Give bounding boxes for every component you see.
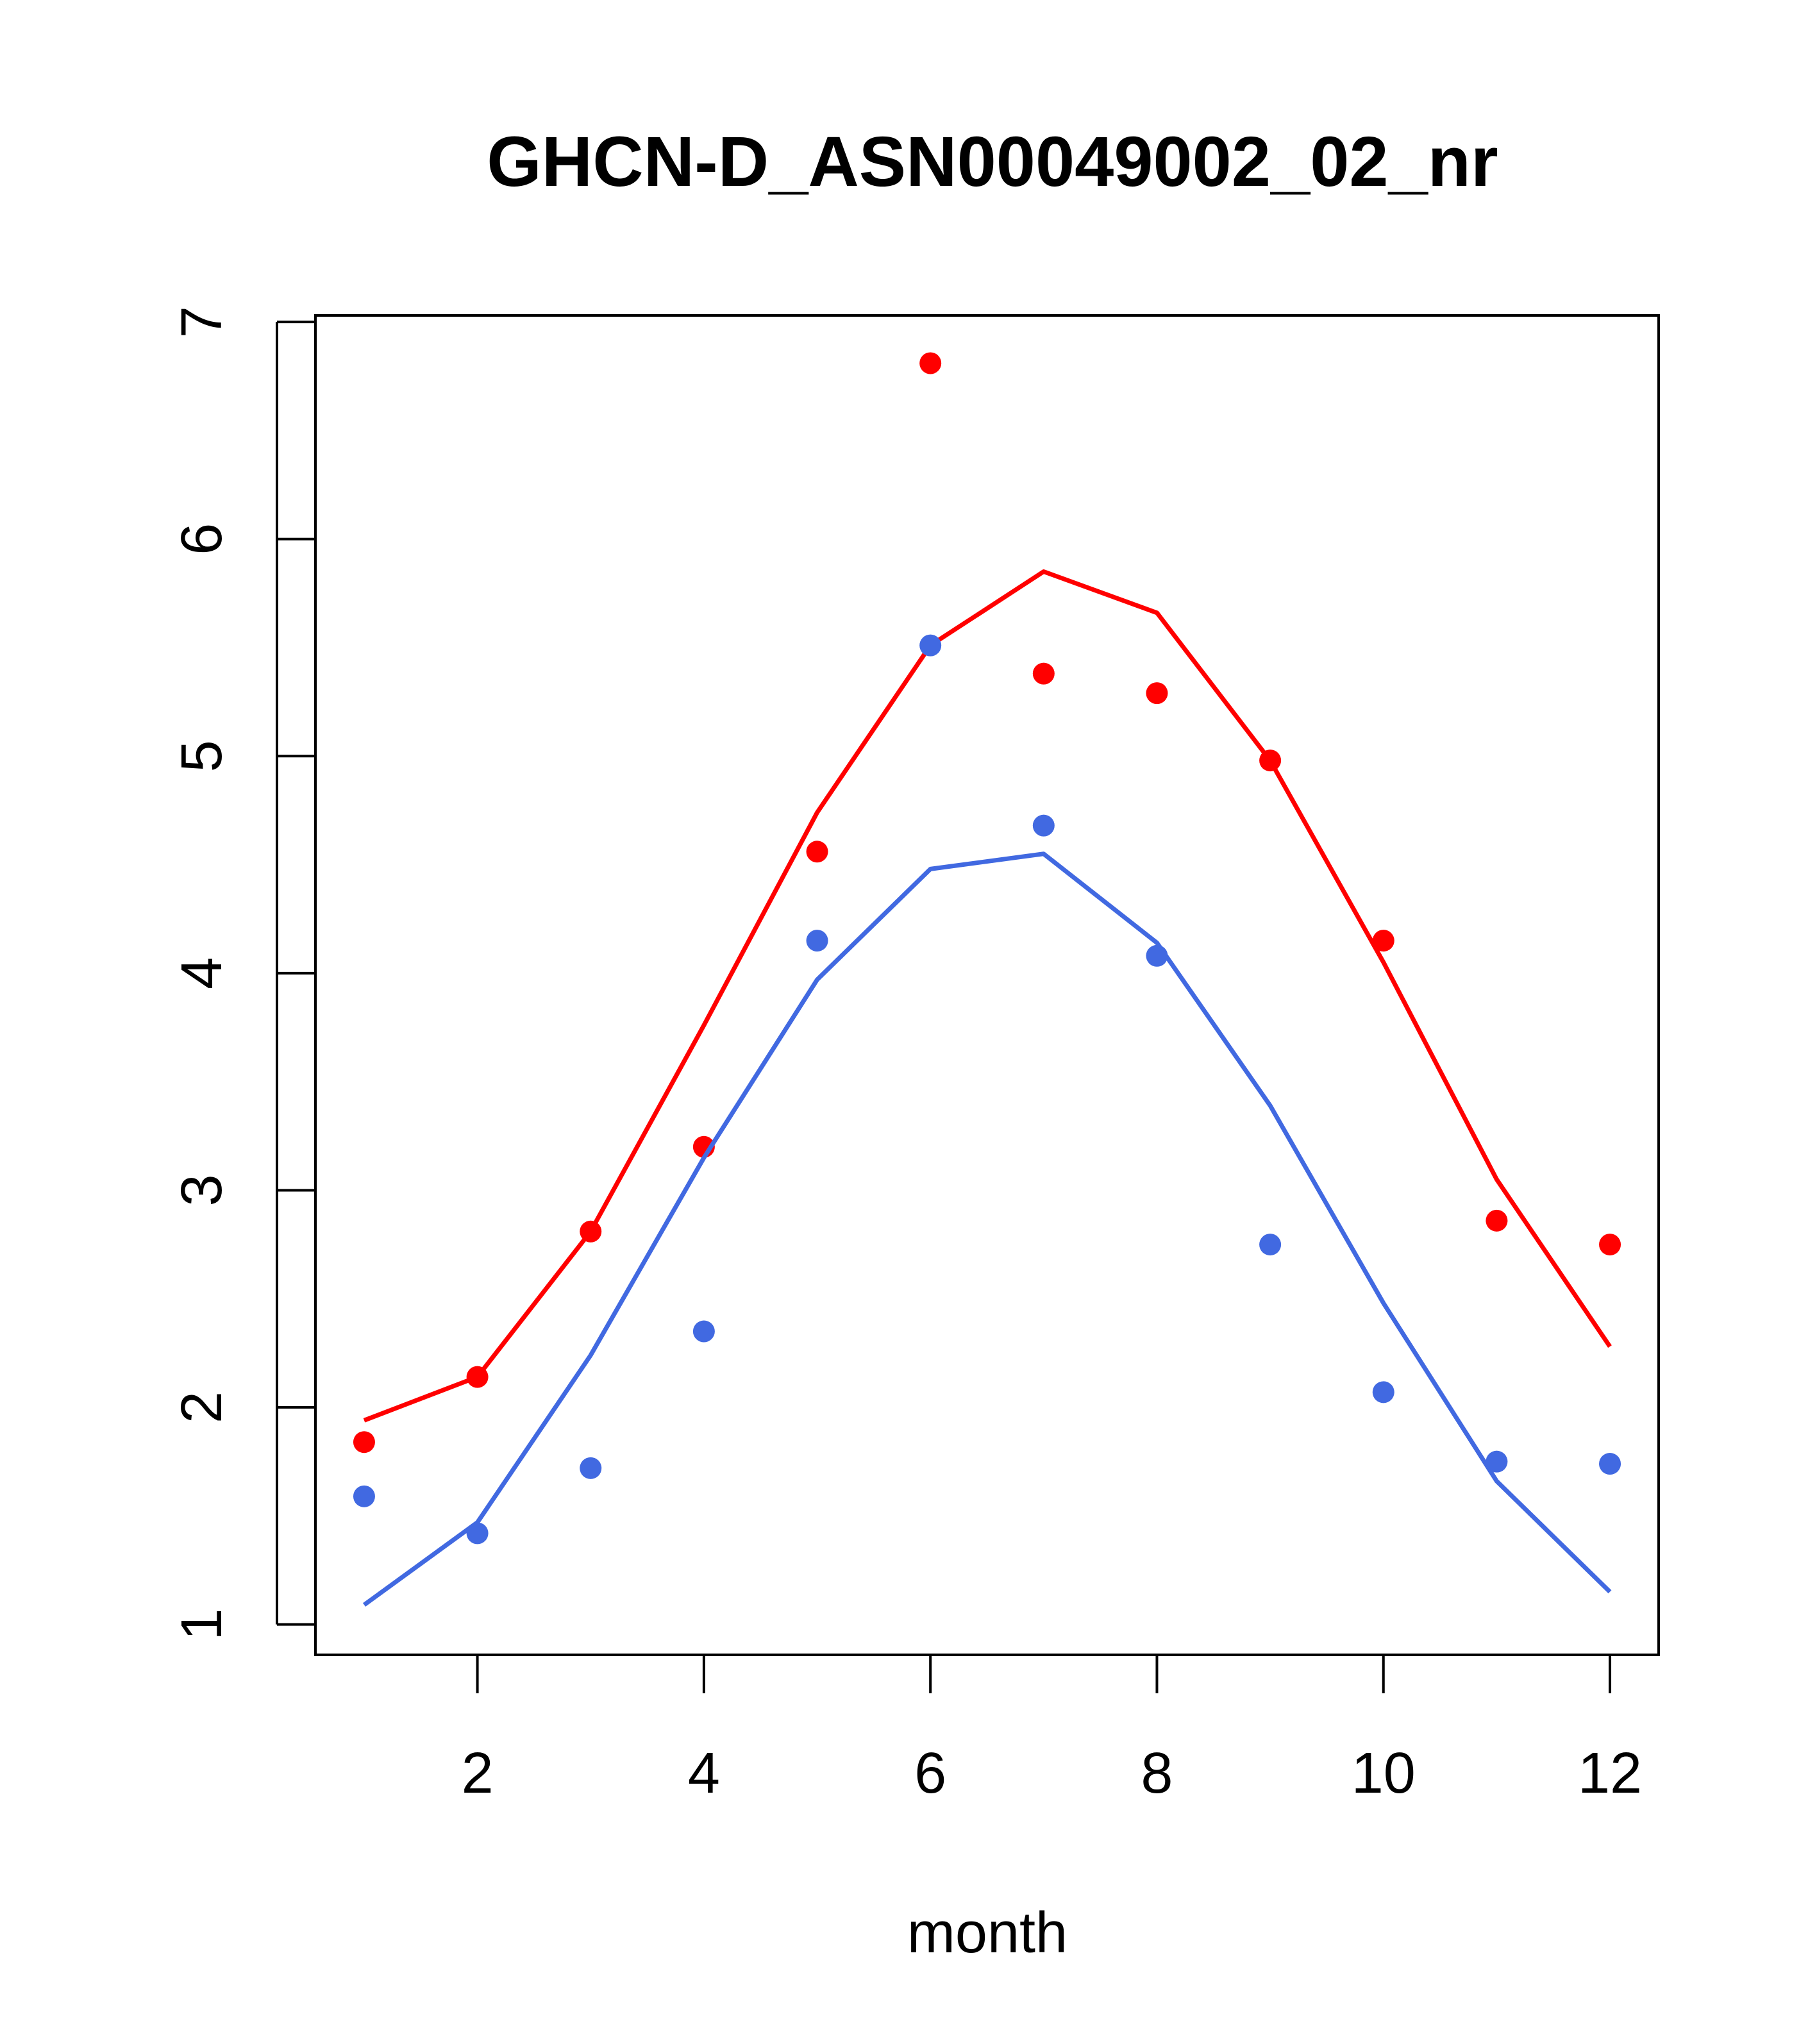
series-layer bbox=[353, 352, 1621, 1607]
data-point bbox=[806, 930, 828, 952]
plot-frame bbox=[314, 314, 1660, 1656]
x-tick-label: 6 bbox=[914, 1741, 946, 1805]
data-point bbox=[919, 634, 942, 657]
data-point bbox=[1032, 814, 1055, 837]
data-point bbox=[1146, 682, 1168, 705]
x-axis: 2 4 6 8 10 12 bbox=[462, 1655, 1642, 1805]
data-point bbox=[919, 352, 942, 374]
y-tick-label: 7 bbox=[170, 306, 234, 338]
data-point bbox=[1599, 1453, 1621, 1475]
data-point bbox=[580, 1220, 602, 1243]
data-point bbox=[1372, 1381, 1394, 1403]
data-point bbox=[1032, 662, 1055, 685]
y-tick-label: 6 bbox=[170, 523, 234, 555]
data-point bbox=[1259, 750, 1282, 772]
y-tick-label: 2 bbox=[170, 1391, 234, 1423]
data-point bbox=[466, 1366, 489, 1388]
series-1 bbox=[353, 634, 1621, 1607]
x-tick-label: 12 bbox=[1578, 1741, 1642, 1805]
x-tick-label: 2 bbox=[462, 1741, 494, 1805]
y-tick-label: 5 bbox=[170, 740, 234, 772]
y-tick-label: 1 bbox=[170, 1609, 234, 1641]
data-point bbox=[692, 1320, 715, 1343]
data-point bbox=[1372, 930, 1394, 952]
series-line bbox=[363, 569, 1612, 1423]
y-axis: 1 2 3 4 5 6 7 bbox=[170, 306, 314, 1641]
data-point bbox=[466, 1522, 489, 1545]
x-tick-label: 8 bbox=[1141, 1741, 1173, 1805]
x-tick-label: 10 bbox=[1352, 1741, 1416, 1805]
series-line bbox=[362, 851, 1612, 1607]
data-point bbox=[1599, 1234, 1621, 1256]
data-point bbox=[1486, 1450, 1508, 1473]
data-point bbox=[1486, 1209, 1508, 1232]
x-axis-label: month bbox=[907, 1901, 1068, 1965]
data-point bbox=[806, 841, 828, 863]
data-point bbox=[1146, 944, 1168, 967]
x-tick-label: 4 bbox=[688, 1741, 720, 1805]
data-point bbox=[1259, 1234, 1282, 1256]
data-point bbox=[580, 1457, 602, 1479]
data-point bbox=[353, 1485, 375, 1507]
chart-title: GHCN-D_ASN00049002_02_nr bbox=[487, 122, 1498, 201]
y-tick-label: 4 bbox=[170, 957, 234, 989]
y-tick-label: 3 bbox=[170, 1174, 234, 1206]
data-point bbox=[353, 1431, 375, 1453]
series-0 bbox=[353, 352, 1621, 1453]
